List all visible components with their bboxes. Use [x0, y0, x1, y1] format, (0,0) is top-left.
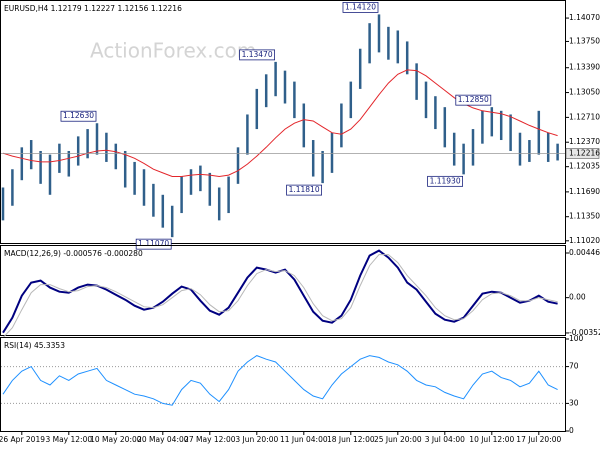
x-tick-label: 25 Jun 20:00 — [374, 435, 422, 444]
y-tick-label: 100 — [569, 334, 584, 343]
panel-frame — [0, 337, 566, 432]
annotation-box — [60, 110, 97, 122]
x-tick-label: 17 Jul 20:00 — [516, 435, 561, 444]
y-tick-label: 1.13390 — [569, 63, 600, 72]
panel-frame — [0, 0, 566, 244]
y-tick-label: 0.004461 — [569, 248, 600, 257]
x-tick-label: 10 May 20:00 — [90, 435, 142, 444]
indicator-line — [2, 249, 558, 334]
annotation-label: 1.14120 — [345, 2, 376, 11]
annotation-label: 1.11810 — [289, 185, 320, 194]
annotation-label: 1.13470 — [242, 50, 273, 59]
x-tick-label: 18 Jun 12:00 — [327, 435, 375, 444]
y-tick-label: 1.12370 — [569, 137, 600, 146]
annotation-box — [239, 49, 276, 61]
indicator-line — [2, 254, 558, 339]
annotation-box — [135, 238, 172, 250]
y-tick-label: 1.12710 — [569, 112, 600, 121]
y-tick-label: 0.00 — [569, 293, 586, 302]
moving-average — [2, 69, 558, 178]
x-tick-label: 10 Jul 12:00 — [469, 435, 514, 444]
annotation-label: 1.11930 — [430, 176, 461, 185]
x-tick-label: 11 Jun 04:00 — [280, 435, 328, 444]
annotation-box — [455, 94, 492, 106]
watermark: ActionForex.com — [90, 39, 256, 63]
y-tick-label: 0 — [569, 426, 574, 435]
y-tick-label: 30 — [569, 398, 579, 407]
y-tick-label: 1.13050 — [569, 88, 600, 97]
panel-title: MACD(12,26,9) -0.000576 -0.000280 — [4, 249, 143, 258]
y-tick-label: 1.11020 — [569, 236, 600, 245]
x-tick-label: 20 May 04:00 — [137, 435, 189, 444]
annotation-label: 1.11070 — [138, 239, 169, 248]
annotation-box — [427, 175, 464, 187]
annotation-box — [342, 2, 379, 13]
panel-title: EURUSD,H4 1.12179 1.12227 1.12156 1.1221… — [4, 4, 182, 13]
y-tick-label: 70 — [569, 362, 579, 371]
y-tick-label: 1.12035 — [569, 162, 600, 171]
last-price-label: 1.12216 — [569, 148, 600, 157]
y-tick-label: 1.11690 — [569, 187, 600, 196]
x-tick-label: 26 Apr 2019 — [0, 435, 45, 444]
y-tick-label: 1.11350 — [569, 212, 600, 221]
last-price-box — [565, 148, 600, 159]
panel-frame — [0, 245, 566, 336]
annotation-label: 1.12850 — [458, 95, 489, 104]
annotation-box — [286, 184, 323, 196]
y-tick-label: 1.13750 — [569, 36, 600, 45]
y-tick-label: -0.003526 — [569, 328, 600, 337]
x-tick-label: 3 May 12:00 — [45, 435, 92, 444]
x-tick-label: 3 Jun 20:00 — [235, 435, 278, 444]
indicator-line — [2, 355, 558, 406]
y-tick-label: 1.14070 — [569, 13, 600, 22]
x-tick-label: 3 Jul 04:00 — [425, 435, 465, 444]
x-tick-label: 27 May 12:00 — [184, 435, 236, 444]
panel-title: RSI(14) 45.3353 — [4, 341, 65, 350]
annotation-label: 1.12630 — [63, 111, 94, 120]
